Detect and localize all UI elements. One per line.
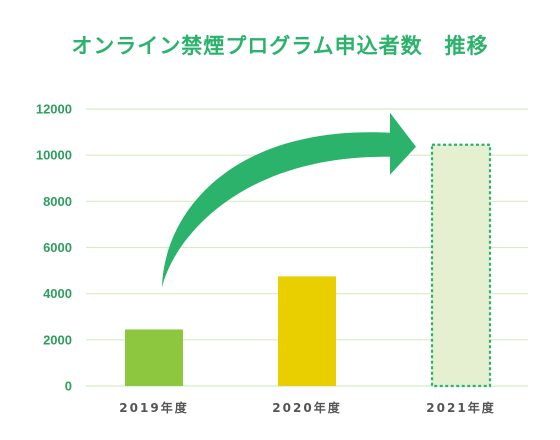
y-axis-ticks: 0 2000 4000 6000 8000 10000 12000 (36, 102, 72, 394)
x-axis-ticks: 2019年度 2020年度 2021年度 (119, 400, 495, 415)
x-tick-label: 2020年度 (272, 400, 341, 415)
bar-2019年度 (125, 329, 183, 386)
y-tick-label: 8000 (43, 194, 72, 209)
y-tick-label: 0 (65, 379, 72, 394)
x-tick-label: 2021年度 (426, 400, 495, 415)
growth-arrow (162, 112, 416, 288)
bar-2021年度 (430, 143, 492, 388)
y-tick-label: 4000 (43, 286, 72, 301)
growth-arrow-shape (162, 112, 416, 288)
y-tick-label: 12000 (36, 102, 72, 117)
chart-title: オンライン禁煙プログラム申込者数 推移 (71, 34, 489, 58)
x-tick-label: 2019年度 (119, 400, 188, 415)
y-tick-label: 6000 (43, 240, 72, 255)
y-tick-label: 10000 (36, 148, 72, 163)
y-tick-label: 2000 (43, 332, 72, 347)
bar-2020年度 (278, 276, 336, 386)
bars (125, 143, 492, 388)
